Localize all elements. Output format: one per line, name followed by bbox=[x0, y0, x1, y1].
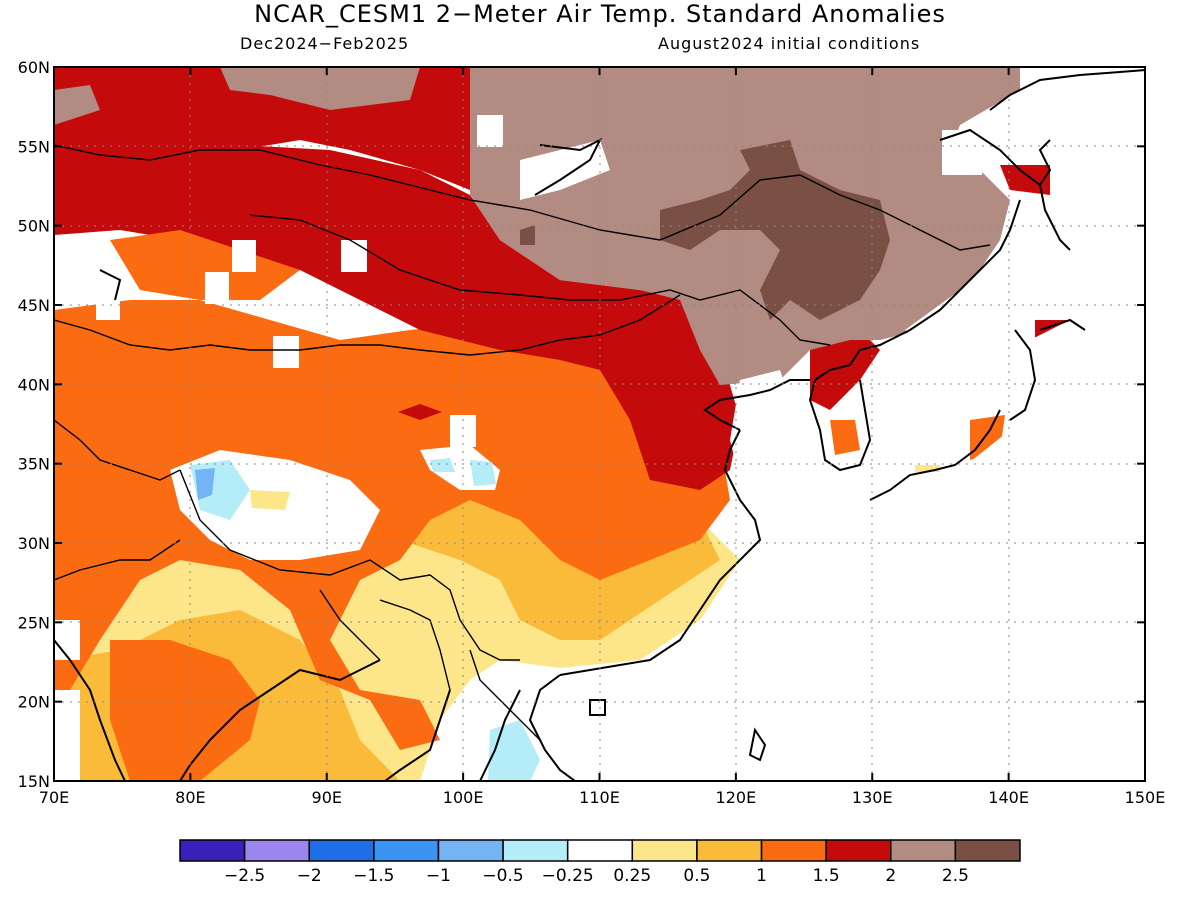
lat-label-20N: 20N bbox=[18, 693, 50, 712]
lon-label-130E: 130E bbox=[852, 788, 893, 807]
lat-label-50N: 50N bbox=[18, 217, 50, 236]
colorbar-label: −0.5 bbox=[482, 866, 523, 886]
initial-conditions: August2024 initial conditions bbox=[658, 34, 921, 53]
lat-label-15N: 15N bbox=[18, 772, 50, 791]
colorbar-cells bbox=[179, 839, 1021, 862]
chart-title: NCAR_CESM1 2−Meter Air Temp. Standard An… bbox=[254, 0, 946, 28]
lon-label-70E: 70E bbox=[39, 788, 69, 807]
lon-label-90E: 90E bbox=[312, 788, 342, 807]
colorbar-cell bbox=[825, 839, 892, 862]
colorbar: −2.5 −2 −1.5 −1 −0.5 −0.25 0.25 0.5 1 1.5 2 2.5 bbox=[179, 839, 1021, 886]
latitude-labels: 60N 55N 50N 45N 40N 35N 30N 25N 20N 15N bbox=[18, 58, 50, 791]
colorbar-label: 0.25 bbox=[613, 866, 651, 886]
axis-ticks bbox=[53, 66, 1146, 782]
colorbar-cell bbox=[760, 839, 827, 862]
lat-label-40N: 40N bbox=[18, 375, 50, 394]
colorbar-label: −2.5 bbox=[224, 866, 265, 886]
graticule bbox=[54, 67, 1145, 781]
colorbar-label: 2.5 bbox=[942, 866, 969, 886]
lon-label-110E: 110E bbox=[579, 788, 620, 807]
country-borders bbox=[54, 144, 991, 741]
lat-label-45N: 45N bbox=[18, 296, 50, 315]
colorbar-cell bbox=[631, 839, 698, 862]
anomaly-fields bbox=[54, 67, 1145, 781]
colorbar-cell bbox=[954, 839, 1021, 862]
colorbar-cell bbox=[566, 839, 634, 862]
colorbar-cell bbox=[502, 839, 569, 862]
anomaly-map: 70E 80E 90E 100E 110E 120E 130E 140E 150E 60N 55N… bbox=[18, 58, 1166, 807]
colorbar-cell bbox=[696, 839, 763, 862]
colorbar-cell bbox=[179, 839, 246, 862]
lat-label-25N: 25N bbox=[18, 613, 50, 632]
longitude-labels: 70E 80E 90E 100E 110E 120E 130E 140E 150E bbox=[39, 788, 1166, 807]
lon-label-80E: 80E bbox=[175, 788, 205, 807]
colorbar-label: 0.5 bbox=[683, 866, 710, 886]
colorbar-cell bbox=[890, 839, 957, 862]
colorbar-label: −2 bbox=[297, 866, 322, 886]
forecast-period: Dec2024−Feb2025 bbox=[240, 34, 410, 53]
lon-label-100E: 100E bbox=[443, 788, 484, 807]
lon-label-140E: 140E bbox=[988, 788, 1029, 807]
colorbar-cell bbox=[243, 839, 310, 862]
colorbar-label: −0.25 bbox=[542, 866, 594, 886]
colorbar-label: 2 bbox=[885, 866, 896, 886]
coastlines bbox=[54, 69, 1145, 781]
colorbar-cell bbox=[373, 839, 440, 862]
colorbar-labels: −2.5 −2 −1.5 −1 −0.5 −0.25 0.25 0.5 1 1.5 2 2.5 bbox=[224, 866, 969, 886]
colorbar-label: −1 bbox=[426, 866, 451, 886]
lon-label-150E: 150E bbox=[1125, 788, 1166, 807]
lat-label-30N: 30N bbox=[18, 534, 50, 553]
colorbar-cell bbox=[308, 839, 375, 862]
colorbar-cell bbox=[437, 839, 504, 862]
colorbar-label: 1 bbox=[756, 866, 767, 886]
lon-label-120E: 120E bbox=[716, 788, 757, 807]
colorbar-label: −1.5 bbox=[353, 866, 394, 886]
lat-label-55N: 55N bbox=[18, 137, 50, 156]
lat-label-60N: 60N bbox=[18, 58, 50, 77]
colorbar-label: 1.5 bbox=[813, 866, 840, 886]
lat-label-35N: 35N bbox=[18, 455, 50, 474]
